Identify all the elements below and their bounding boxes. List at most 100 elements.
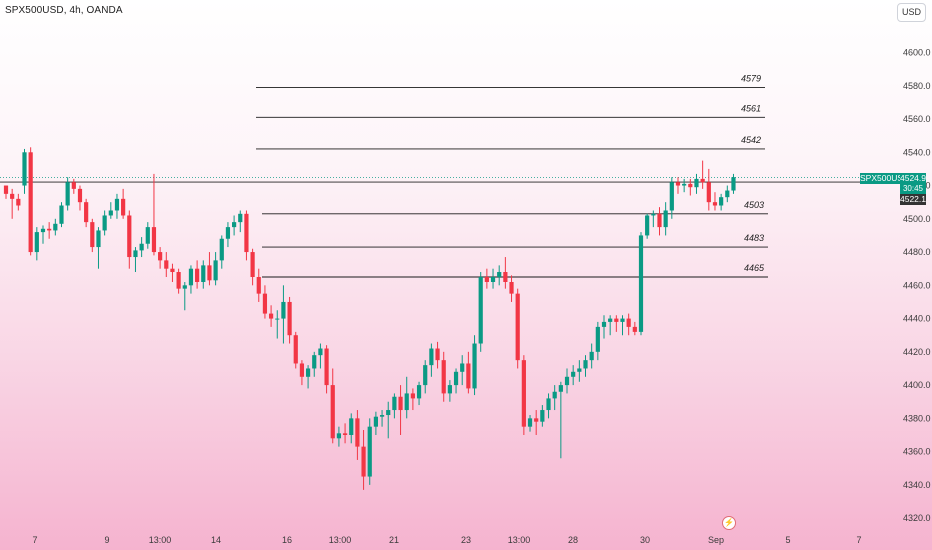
candle[interactable] <box>416 381 422 406</box>
candle[interactable] <box>719 193 724 211</box>
candle[interactable] <box>453 368 459 394</box>
candle[interactable] <box>540 405 545 427</box>
candle[interactable] <box>435 341 440 369</box>
candle[interactable] <box>595 321 600 361</box>
candle[interactable] <box>207 252 212 286</box>
candle[interactable] <box>188 265 194 294</box>
candle[interactable] <box>429 343 434 377</box>
candle[interactable] <box>478 272 483 352</box>
candle[interactable] <box>133 247 138 273</box>
candle[interactable] <box>367 418 372 485</box>
candle[interactable] <box>40 225 46 244</box>
candle[interactable] <box>90 218 95 253</box>
candle[interactable] <box>312 351 317 377</box>
candle[interactable] <box>404 376 409 419</box>
candle[interactable] <box>379 410 385 427</box>
candle[interactable] <box>213 252 218 286</box>
candle[interactable] <box>712 192 718 211</box>
candle[interactable] <box>250 248 255 286</box>
candle[interactable] <box>410 388 415 411</box>
candle[interactable] <box>361 430 366 490</box>
candle[interactable] <box>28 147 33 256</box>
candle[interactable] <box>293 331 298 369</box>
candle[interactable] <box>484 268 489 289</box>
candle[interactable] <box>651 210 656 228</box>
candle[interactable] <box>694 173 699 194</box>
candle[interactable] <box>330 368 335 444</box>
candle[interactable] <box>114 193 120 219</box>
candle[interactable] <box>608 315 613 336</box>
candle[interactable] <box>725 185 730 203</box>
candle[interactable] <box>3 185 9 199</box>
candle[interactable] <box>238 210 243 233</box>
candle[interactable] <box>299 360 305 386</box>
candle[interactable] <box>663 202 668 236</box>
candle[interactable] <box>472 335 477 396</box>
lightning-icon[interactable]: ⚡ <box>722 516 736 530</box>
candle[interactable] <box>564 368 570 394</box>
candle[interactable] <box>490 268 496 289</box>
candle[interactable] <box>441 351 446 402</box>
candle[interactable] <box>398 385 403 435</box>
candle[interactable] <box>287 296 292 344</box>
candle[interactable] <box>423 360 428 394</box>
candle[interactable] <box>84 198 89 228</box>
candle[interactable] <box>521 355 526 435</box>
candle[interactable] <box>305 365 311 389</box>
candle[interactable] <box>16 193 21 211</box>
candle[interactable] <box>145 222 150 249</box>
candle[interactable] <box>355 410 360 460</box>
candle[interactable] <box>127 210 132 269</box>
candle[interactable] <box>22 148 27 194</box>
candle[interactable] <box>546 393 551 419</box>
candle[interactable] <box>620 315 625 336</box>
candle[interactable] <box>170 263 175 282</box>
candle[interactable] <box>632 321 637 336</box>
candle[interactable] <box>77 185 83 211</box>
candle[interactable] <box>466 351 471 394</box>
candle[interactable] <box>638 232 644 336</box>
candle[interactable] <box>675 177 681 194</box>
candle[interactable] <box>151 173 157 256</box>
candle[interactable] <box>601 315 607 339</box>
candle[interactable] <box>219 235 224 269</box>
candle[interactable] <box>281 285 286 344</box>
candle[interactable] <box>225 222 231 248</box>
candle[interactable] <box>392 393 397 419</box>
candle[interactable] <box>349 413 354 444</box>
candle[interactable] <box>164 252 169 278</box>
candle[interactable] <box>614 315 619 332</box>
candle[interactable] <box>268 305 274 327</box>
candle[interactable] <box>34 227 39 261</box>
candle[interactable] <box>275 310 280 339</box>
currency-button[interactable]: USD <box>897 3 926 22</box>
candle[interactable] <box>232 215 237 236</box>
candle[interactable] <box>731 173 736 194</box>
candle[interactable] <box>102 210 107 236</box>
candle[interactable] <box>515 288 520 369</box>
candle[interactable] <box>47 222 52 239</box>
candle[interactable] <box>318 343 323 369</box>
candle[interactable] <box>447 380 452 402</box>
candle[interactable] <box>108 202 113 219</box>
candle[interactable] <box>53 218 58 236</box>
candle[interactable] <box>324 345 329 394</box>
candle[interactable] <box>669 177 674 219</box>
candle[interactable] <box>256 268 261 302</box>
candle[interactable] <box>509 275 514 302</box>
candle[interactable] <box>336 426 342 447</box>
candle[interactable] <box>373 411 378 435</box>
candle[interactable] <box>342 423 348 444</box>
candle[interactable] <box>121 188 126 219</box>
candle[interactable] <box>244 210 249 261</box>
candle[interactable] <box>195 260 200 289</box>
candle[interactable] <box>534 410 539 435</box>
candle[interactable] <box>657 207 662 236</box>
candle[interactable] <box>182 281 187 311</box>
candle[interactable] <box>262 285 268 319</box>
candle[interactable] <box>527 415 533 432</box>
candle[interactable] <box>139 237 144 258</box>
candle[interactable] <box>503 257 508 289</box>
candle[interactable] <box>682 178 687 193</box>
